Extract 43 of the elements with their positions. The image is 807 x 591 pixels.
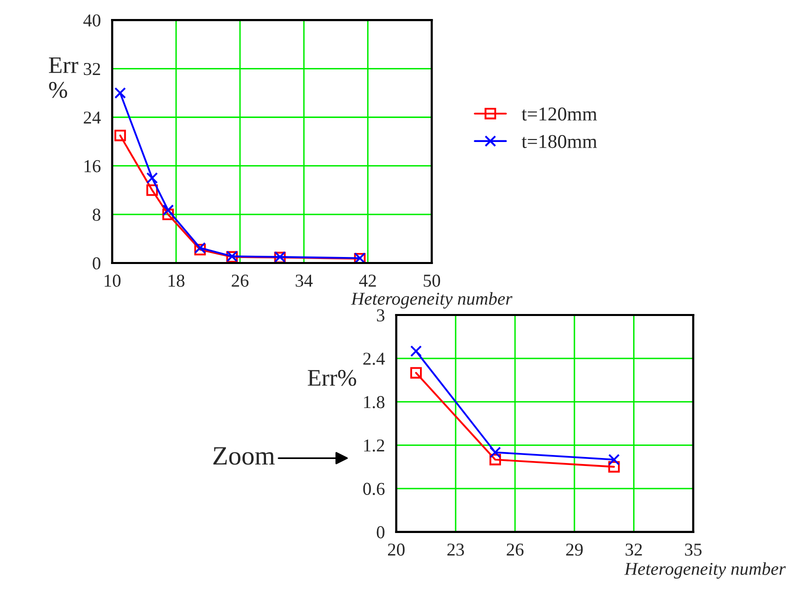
y-tick-label: 2.4	[363, 352, 385, 365]
point	[608, 454, 620, 466]
x-tick-label: 32	[626, 544, 642, 556]
y-tick-label: 3	[376, 309, 384, 322]
y-tick-label: 40	[83, 14, 100, 27]
x-tick-label: 26	[232, 274, 248, 287]
point	[410, 345, 422, 357]
x-tick-label: 34	[296, 274, 313, 287]
x-axis-title: Heterogeneity number	[350, 292, 512, 309]
y-tick-label: 0	[92, 257, 100, 270]
y-axis-title: Err %	[48, 57, 78, 98]
point	[162, 204, 174, 216]
x-tick-label: 35	[685, 544, 702, 556]
x-tick-label: 10	[104, 274, 121, 287]
x-tick-label: 50	[424, 274, 440, 287]
point	[410, 367, 422, 379]
y-axis-title: Err%	[308, 370, 356, 386]
x-axis-title: Heterogeneity number	[624, 562, 786, 579]
y-tick-label: 0	[376, 526, 384, 538]
y-tick-label: 24	[84, 112, 101, 124]
point	[162, 208, 174, 220]
point	[489, 446, 501, 458]
x-tick-label: 18	[168, 274, 184, 287]
x-tick-label: 20	[388, 544, 405, 556]
y-tick-label: 1.2	[364, 439, 384, 452]
legend-label: t=120mm	[522, 107, 597, 121]
point	[608, 461, 620, 473]
x-tick-label: 29	[566, 544, 583, 556]
point	[489, 454, 501, 466]
y-tick-label: 16	[84, 160, 101, 172]
x-tick-label: 26	[506, 544, 524, 556]
x-tick-label: 42	[359, 274, 376, 287]
y-tick-label: 0.6	[363, 482, 385, 496]
legend-label: t=180mm	[522, 134, 597, 148]
point	[114, 87, 126, 99]
point	[146, 184, 158, 196]
text: Zoom	[213, 447, 275, 465]
y-tick-label: 1.8	[364, 396, 384, 408]
point	[114, 130, 126, 142]
x-tick-label: 23	[447, 544, 464, 556]
point	[146, 172, 158, 184]
y-tick-label: 32	[84, 62, 100, 76]
y-tick-label: 8	[92, 208, 100, 221]
